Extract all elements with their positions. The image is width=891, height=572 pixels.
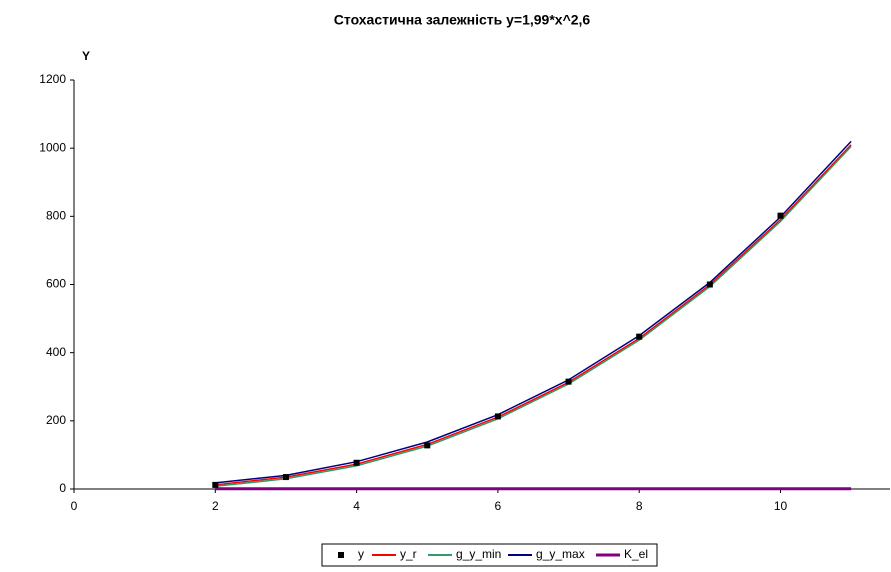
- legend-label: y_r: [400, 547, 417, 561]
- y-tick-label: 800: [46, 209, 66, 223]
- data-point: [706, 281, 713, 288]
- y-tick-label: 200: [46, 413, 66, 427]
- legend-label: y: [358, 547, 364, 561]
- data-point: [565, 378, 572, 385]
- data-point: [424, 442, 431, 449]
- y-tick-label: 1000: [39, 140, 66, 154]
- chart-title: Стохастична залежність y=1,99*x^2,6: [334, 12, 591, 28]
- y-tick-label: 600: [46, 277, 66, 291]
- data-point: [777, 212, 784, 219]
- x-tick-label: 10: [774, 499, 788, 513]
- y-tick-label: 0: [59, 481, 66, 495]
- y-tick-label: 1200: [39, 72, 66, 86]
- x-tick-label: 6: [495, 499, 502, 513]
- legend-label: g_y_max: [536, 547, 585, 561]
- data-point: [494, 413, 501, 420]
- y-axis-label: Y: [82, 49, 90, 63]
- data-point: [212, 481, 219, 488]
- legend-label: g_y_min: [456, 547, 501, 561]
- series-line: [215, 144, 852, 486]
- legend-label: K_el: [624, 547, 648, 561]
- series-line: [215, 140, 852, 484]
- x-tick-label: 4: [353, 499, 360, 513]
- x-tick-label: 0: [71, 499, 78, 513]
- x-tick-label: 2: [212, 499, 219, 513]
- series-line: [215, 145, 852, 488]
- y-tick-label: 400: [46, 345, 66, 359]
- x-tick-label: 8: [636, 499, 643, 513]
- data-point: [636, 333, 643, 340]
- data-point: [282, 474, 289, 481]
- legend-box: [321, 543, 658, 567]
- data-point: [353, 459, 360, 466]
- legend-symbol: [338, 552, 344, 558]
